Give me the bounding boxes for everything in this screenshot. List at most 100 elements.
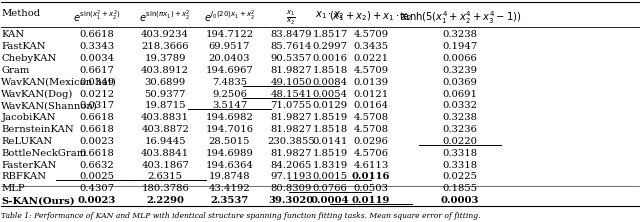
Text: 194.7016: 194.7016 bbox=[205, 125, 253, 134]
Text: 0.0004: 0.0004 bbox=[311, 196, 349, 205]
Text: $(x_1+x_2)+x_1 \cdot x_2$: $(x_1+x_2)+x_1 \cdot x_2$ bbox=[330, 9, 413, 22]
Text: 0.0691: 0.0691 bbox=[443, 90, 477, 99]
Text: 4.5708: 4.5708 bbox=[353, 125, 388, 134]
Text: 90.5357: 90.5357 bbox=[271, 54, 312, 63]
Text: 0.0066: 0.0066 bbox=[443, 54, 477, 63]
Text: 69.9517: 69.9517 bbox=[209, 42, 250, 51]
Text: 0.0766: 0.0766 bbox=[313, 184, 348, 193]
Text: 0.0003: 0.0003 bbox=[441, 196, 479, 205]
Text: 81.9827: 81.9827 bbox=[271, 113, 312, 122]
Text: 180.3786: 180.3786 bbox=[141, 184, 189, 193]
Text: KAN: KAN bbox=[1, 30, 24, 40]
Text: 4.6113: 4.6113 bbox=[353, 161, 388, 170]
Text: BernsteinKAN: BernsteinKAN bbox=[1, 125, 74, 134]
Text: Table 1: Performance of KAN and MLP with identical structure spanning function f: Table 1: Performance of KAN and MLP with… bbox=[1, 212, 481, 220]
Text: 0.3343: 0.3343 bbox=[79, 42, 115, 51]
Text: 2.2290: 2.2290 bbox=[146, 196, 184, 205]
Text: JacobiKAN: JacobiKAN bbox=[1, 113, 56, 122]
Text: 0.0349: 0.0349 bbox=[79, 78, 115, 87]
Text: 19.8715: 19.8715 bbox=[145, 101, 186, 111]
Text: 30.6899: 30.6899 bbox=[145, 78, 186, 87]
Text: 0.6618: 0.6618 bbox=[79, 125, 115, 134]
Text: 19.3789: 19.3789 bbox=[145, 54, 186, 63]
Text: 0.0332: 0.0332 bbox=[443, 101, 477, 111]
Text: 0.0119: 0.0119 bbox=[352, 196, 390, 205]
Text: 0.1947: 0.1947 bbox=[443, 42, 478, 51]
Text: 0.0121: 0.0121 bbox=[353, 90, 388, 99]
Text: 7.4835: 7.4835 bbox=[212, 78, 247, 87]
Text: 81.9827: 81.9827 bbox=[271, 125, 312, 134]
Text: 0.0129: 0.0129 bbox=[312, 101, 348, 111]
Text: 403.1867: 403.1867 bbox=[141, 161, 189, 170]
Text: 0.6617: 0.6617 bbox=[79, 66, 115, 75]
Text: 0.0317: 0.0317 bbox=[79, 101, 115, 111]
Text: 0.0221: 0.0221 bbox=[353, 54, 388, 63]
Text: 0.0212: 0.0212 bbox=[79, 90, 115, 99]
Text: 4.5708: 4.5708 bbox=[353, 113, 388, 122]
Text: 1.8519: 1.8519 bbox=[312, 113, 348, 122]
Text: 0.3318: 0.3318 bbox=[443, 161, 477, 170]
Text: 194.6364: 194.6364 bbox=[205, 161, 253, 170]
Text: S-KAN(Ours): S-KAN(Ours) bbox=[1, 196, 75, 205]
Text: $e^{J_0(20)x_1+x_2^2}$: $e^{J_0(20)x_1+x_2^2}$ bbox=[204, 9, 255, 24]
Text: 0.1855: 0.1855 bbox=[443, 184, 477, 193]
Text: 4.5709: 4.5709 bbox=[353, 66, 388, 75]
Text: WavKAN(Dog): WavKAN(Dog) bbox=[1, 90, 74, 99]
Text: 0.6618: 0.6618 bbox=[79, 113, 115, 122]
Text: 0.0025: 0.0025 bbox=[79, 172, 115, 181]
Text: $\tanh(5(x_1^4+x_2^4+x_3^4-1))$: $\tanh(5(x_1^4+x_2^4+x_3^4-1))$ bbox=[399, 9, 522, 26]
Text: 1.8319: 1.8319 bbox=[312, 161, 348, 170]
Text: 84.2065: 84.2065 bbox=[271, 161, 312, 170]
Text: WavKAN(Shannon): WavKAN(Shannon) bbox=[1, 101, 99, 111]
Text: $e^{\sin(\pi x_1)+x_2^2}$: $e^{\sin(\pi x_1)+x_2^2}$ bbox=[140, 9, 191, 24]
Text: 0.3236: 0.3236 bbox=[443, 125, 477, 134]
Text: 0.0141: 0.0141 bbox=[312, 137, 348, 146]
Text: 9.2506: 9.2506 bbox=[212, 90, 247, 99]
Text: 0.0054: 0.0054 bbox=[312, 90, 348, 99]
Text: 28.5015: 28.5015 bbox=[209, 137, 250, 146]
Text: 403.8841: 403.8841 bbox=[141, 149, 189, 158]
Text: ChebyKAN: ChebyKAN bbox=[1, 54, 56, 63]
Text: 81.9827: 81.9827 bbox=[271, 149, 312, 158]
Text: 403.8912: 403.8912 bbox=[141, 66, 189, 75]
Text: 0.6618: 0.6618 bbox=[79, 30, 115, 40]
Text: 194.6967: 194.6967 bbox=[205, 66, 253, 75]
Text: 0.0369: 0.0369 bbox=[443, 78, 477, 87]
Text: 71.0755: 71.0755 bbox=[271, 101, 312, 111]
Text: 0.2997: 0.2997 bbox=[313, 42, 348, 51]
Text: 50.9377: 50.9377 bbox=[145, 90, 186, 99]
Text: 48.1541: 48.1541 bbox=[270, 90, 312, 99]
Text: $x_1 \cdot x_2$: $x_1 \cdot x_2$ bbox=[316, 9, 345, 21]
Text: 85.7614: 85.7614 bbox=[271, 42, 312, 51]
Text: 49.1050: 49.1050 bbox=[271, 78, 312, 87]
Text: 1.8518: 1.8518 bbox=[312, 125, 348, 134]
Text: 16.9445: 16.9445 bbox=[145, 137, 186, 146]
Text: 0.0164: 0.0164 bbox=[353, 101, 388, 111]
Text: 4.5706: 4.5706 bbox=[353, 149, 388, 158]
Text: WavKAN(Mexican hat): WavKAN(Mexican hat) bbox=[1, 78, 116, 87]
Text: 20.0403: 20.0403 bbox=[209, 54, 250, 63]
Text: 0.3318: 0.3318 bbox=[443, 149, 477, 158]
Text: FastKAN: FastKAN bbox=[1, 42, 46, 51]
Text: Gram: Gram bbox=[1, 66, 30, 75]
Text: Method: Method bbox=[1, 9, 40, 18]
Text: 218.3666: 218.3666 bbox=[141, 42, 189, 51]
Text: $e^{\sin(x_1^2+x_2^2)}$: $e^{\sin(x_1^2+x_2^2)}$ bbox=[73, 9, 121, 24]
Text: 230.3855: 230.3855 bbox=[268, 137, 315, 146]
Text: 1.8519: 1.8519 bbox=[312, 149, 348, 158]
Text: 0.0503: 0.0503 bbox=[353, 184, 388, 193]
Text: 403.9234: 403.9234 bbox=[141, 30, 189, 40]
Text: 194.6989: 194.6989 bbox=[205, 149, 253, 158]
Text: ReLUKAN: ReLUKAN bbox=[1, 137, 52, 146]
Text: 194.7122: 194.7122 bbox=[205, 30, 253, 40]
Text: 1.8518: 1.8518 bbox=[312, 66, 348, 75]
Text: $\frac{x_1}{x_2}$: $\frac{x_1}{x_2}$ bbox=[287, 9, 296, 27]
Text: 39.3020: 39.3020 bbox=[269, 196, 314, 205]
Text: 97.1193: 97.1193 bbox=[271, 172, 312, 181]
Text: 403.8872: 403.8872 bbox=[141, 125, 189, 134]
Text: 0.0015: 0.0015 bbox=[312, 172, 348, 181]
Text: 0.3239: 0.3239 bbox=[443, 66, 477, 75]
Text: FasterKAN: FasterKAN bbox=[1, 161, 57, 170]
Text: 2.3537: 2.3537 bbox=[211, 196, 248, 205]
Text: 0.0084: 0.0084 bbox=[312, 78, 348, 87]
